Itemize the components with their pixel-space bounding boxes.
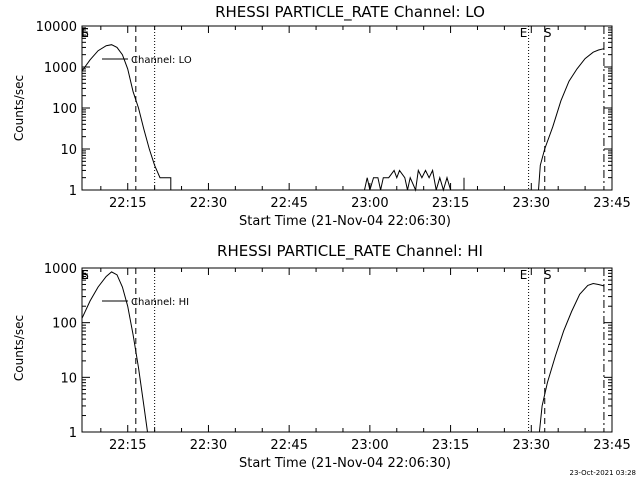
x-tick-label: 22:45 xyxy=(270,196,307,211)
x-tick-label: 22:15 xyxy=(109,196,146,211)
panel-channel-lo: RHESSI PARTICLE_RATE Channel: LO Start T… xyxy=(12,3,631,229)
x-tick-label: 23:15 xyxy=(432,438,469,453)
x-tick-label: 23:45 xyxy=(593,196,630,211)
panel-channel-hi: RHESSI PARTICLE_RATE Channel: HI Start T… xyxy=(12,242,631,471)
x-axis-label: Start Time (21-Nov-04 22:06:30) xyxy=(239,214,451,229)
event-marker-label: S xyxy=(544,268,552,282)
series-line-segment xyxy=(538,282,605,433)
y-axis-label: Counts/sec xyxy=(12,75,26,141)
x-tick-label: 22:15 xyxy=(109,438,146,453)
y-tick-label: 10000 xyxy=(36,20,77,35)
y-tick-label: 1000 xyxy=(44,262,77,277)
x-tick-label: 22:30 xyxy=(190,438,227,453)
y-tick-label: 100 xyxy=(52,317,77,332)
y-tick-label: 1 xyxy=(69,426,77,441)
series-line-segment xyxy=(81,271,148,433)
series-line-segment xyxy=(81,44,172,190)
x-tick-label: 23:00 xyxy=(351,196,388,211)
event-marker-label: E xyxy=(81,268,89,282)
series-line-segment xyxy=(364,168,465,192)
series-line-segment xyxy=(538,48,605,191)
x-axis-label: Start Time (21-Nov-04 22:06:30) xyxy=(239,456,451,471)
legend-label: Channel: HI xyxy=(131,297,189,308)
legend-label: Channel: LO xyxy=(131,55,192,66)
y-axis-label: Counts/sec xyxy=(12,315,26,381)
event-marker-label: S xyxy=(81,268,89,282)
event-marker-label: E xyxy=(81,26,89,40)
x-tick-label: 23:30 xyxy=(513,196,550,211)
event-marker-label: E xyxy=(520,268,528,282)
footer-timestamp: 23-Oct-2021 03:28 xyxy=(570,469,636,477)
event-marker-label: E xyxy=(520,26,528,40)
x-tick-label: 23:00 xyxy=(351,438,388,453)
y-tick-label: 1000 xyxy=(44,61,77,76)
chart-title: RHESSI PARTICLE_RATE Channel: HI xyxy=(217,242,483,261)
x-tick-label: 23:30 xyxy=(513,438,550,453)
x-tick-label: 23:45 xyxy=(593,438,630,453)
y-tick-label: 10 xyxy=(60,143,77,158)
x-tick-label: 22:45 xyxy=(270,438,307,453)
event-marker-label: S xyxy=(81,26,89,40)
y-tick-label: 1 xyxy=(69,184,77,199)
y-tick-label: 10 xyxy=(60,371,77,386)
chart-title: RHESSI PARTICLE_RATE Channel: LO xyxy=(215,3,485,22)
x-tick-label: 22:30 xyxy=(190,196,227,211)
x-tick-label: 23:15 xyxy=(432,196,469,211)
y-tick-label: 100 xyxy=(52,102,77,117)
event-marker-label: S xyxy=(544,26,552,40)
